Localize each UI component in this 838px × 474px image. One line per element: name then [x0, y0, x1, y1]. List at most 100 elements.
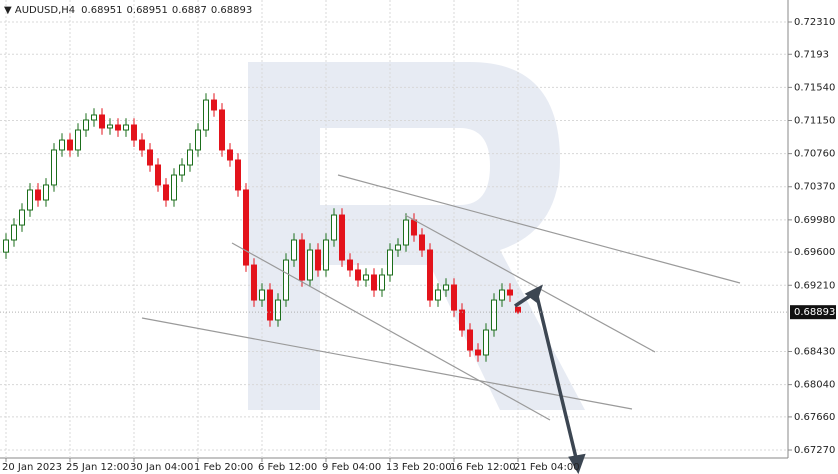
candles — [3, 93, 521, 362]
candle-body — [195, 129, 201, 151]
low: 0.6887 — [172, 5, 207, 16]
candle-body — [379, 274, 385, 291]
candle-body — [155, 164, 161, 186]
candle-body — [451, 284, 457, 311]
y-tick-label: 0.72310 — [794, 17, 835, 28]
candle-body — [59, 139, 65, 151]
forecast-arrow — [514, 284, 586, 474]
candle-body — [491, 299, 497, 331]
candle-body — [131, 124, 137, 141]
candle-body — [67, 139, 73, 151]
candle-body — [75, 129, 81, 151]
y-tick-label: 0.7193 — [794, 49, 829, 60]
y-tick-label: 0.67660 — [794, 412, 835, 423]
candle-body — [187, 149, 193, 166]
trend-line — [337, 174, 741, 284]
candle-body — [283, 259, 289, 301]
y-tick-label: 0.67270 — [794, 445, 835, 456]
candle-body — [371, 274, 377, 291]
candle-body — [243, 189, 249, 266]
trend-line — [404, 214, 656, 353]
y-tick-label: 0.69980 — [794, 215, 835, 226]
candle-body — [275, 299, 281, 321]
x-tick-label: 20 Jan 2023 — [2, 462, 62, 473]
x-tick-label: 1 Feb 20:00 — [194, 462, 253, 473]
candle-body — [291, 239, 297, 261]
candle-body — [51, 149, 57, 186]
y-tick-label: 0.71150 — [794, 116, 835, 127]
candle-body — [99, 114, 105, 129]
candle-body — [387, 249, 393, 276]
candle-body — [35, 189, 41, 201]
last-price-box — [790, 305, 836, 320]
y-tick-label: 0.70760 — [794, 149, 835, 160]
y-tick-label: 0.68040 — [794, 380, 835, 391]
candle-body — [3, 239, 9, 253]
trend-lines — [141, 174, 741, 421]
candle-body — [179, 164, 185, 176]
candle-body — [427, 249, 433, 301]
candle-body — [19, 209, 25, 226]
arrow-head — [524, 284, 543, 303]
y-tick-label: 0.70370 — [794, 182, 835, 193]
open: 0.68951 — [81, 5, 122, 16]
candle-body — [251, 264, 257, 301]
candle-body — [219, 109, 225, 151]
candle-body — [203, 99, 209, 131]
candle-body — [299, 239, 305, 281]
candle-body — [27, 189, 33, 211]
x-tick-label: 16 Feb 12:00 — [450, 462, 516, 473]
menu-triangle: ▼ — [4, 5, 15, 16]
candle-body — [11, 224, 17, 241]
candle-body — [411, 219, 417, 236]
candle-body — [363, 274, 369, 281]
grid — [0, 0, 788, 458]
candle-body — [115, 124, 121, 131]
candle-body — [515, 306, 521, 313]
x-tick-label: 6 Feb 12:00 — [258, 462, 317, 473]
candle-body — [395, 244, 401, 251]
x-tick-label: 30 Jan 04:00 — [130, 462, 193, 473]
candle-body — [499, 289, 505, 301]
candle-body — [339, 214, 345, 261]
candle-body — [419, 234, 425, 251]
candle-body — [459, 309, 465, 331]
candle-body — [147, 149, 153, 166]
arrow-head — [568, 453, 586, 474]
close: 0.68893 — [211, 5, 252, 16]
candle-body — [267, 289, 273, 321]
x-tick-label: 21 Feb 04:00 — [514, 462, 580, 473]
candle-body — [235, 159, 241, 191]
candle-body — [227, 149, 233, 161]
candle-body — [435, 289, 441, 301]
candle-body — [163, 184, 169, 201]
last-price-label: 0.68893 — [794, 307, 835, 318]
candle-body — [171, 174, 177, 201]
y-tick-label: 0.71540 — [794, 82, 835, 93]
candle-body — [139, 139, 145, 151]
candle-body — [483, 329, 489, 356]
trend-line — [141, 317, 633, 410]
candle-body — [467, 329, 473, 351]
candle-body — [91, 114, 97, 121]
symbol: AUDUSD,H4 — [15, 5, 75, 16]
candle-body — [355, 269, 361, 281]
candle-body — [507, 289, 513, 296]
candle-body — [347, 259, 353, 271]
candle-body — [83, 119, 89, 131]
candle-body — [211, 99, 217, 111]
high: 0.68951 — [127, 5, 168, 16]
x-tick-label: 25 Jan 12:00 — [66, 462, 129, 473]
trend-line — [231, 242, 551, 421]
x-tick-label: 9 Feb 04:00 — [322, 462, 381, 473]
candle-body — [307, 249, 313, 281]
candle-body — [123, 124, 129, 131]
y-tick-label: 0.68430 — [794, 347, 835, 358]
candle-body — [107, 124, 113, 129]
candle-body — [315, 249, 321, 271]
watermark — [248, 62, 585, 410]
candle-body — [443, 284, 449, 291]
x-tick-label: 13 Feb 20:00 — [386, 462, 452, 473]
candle-body — [43, 184, 49, 201]
